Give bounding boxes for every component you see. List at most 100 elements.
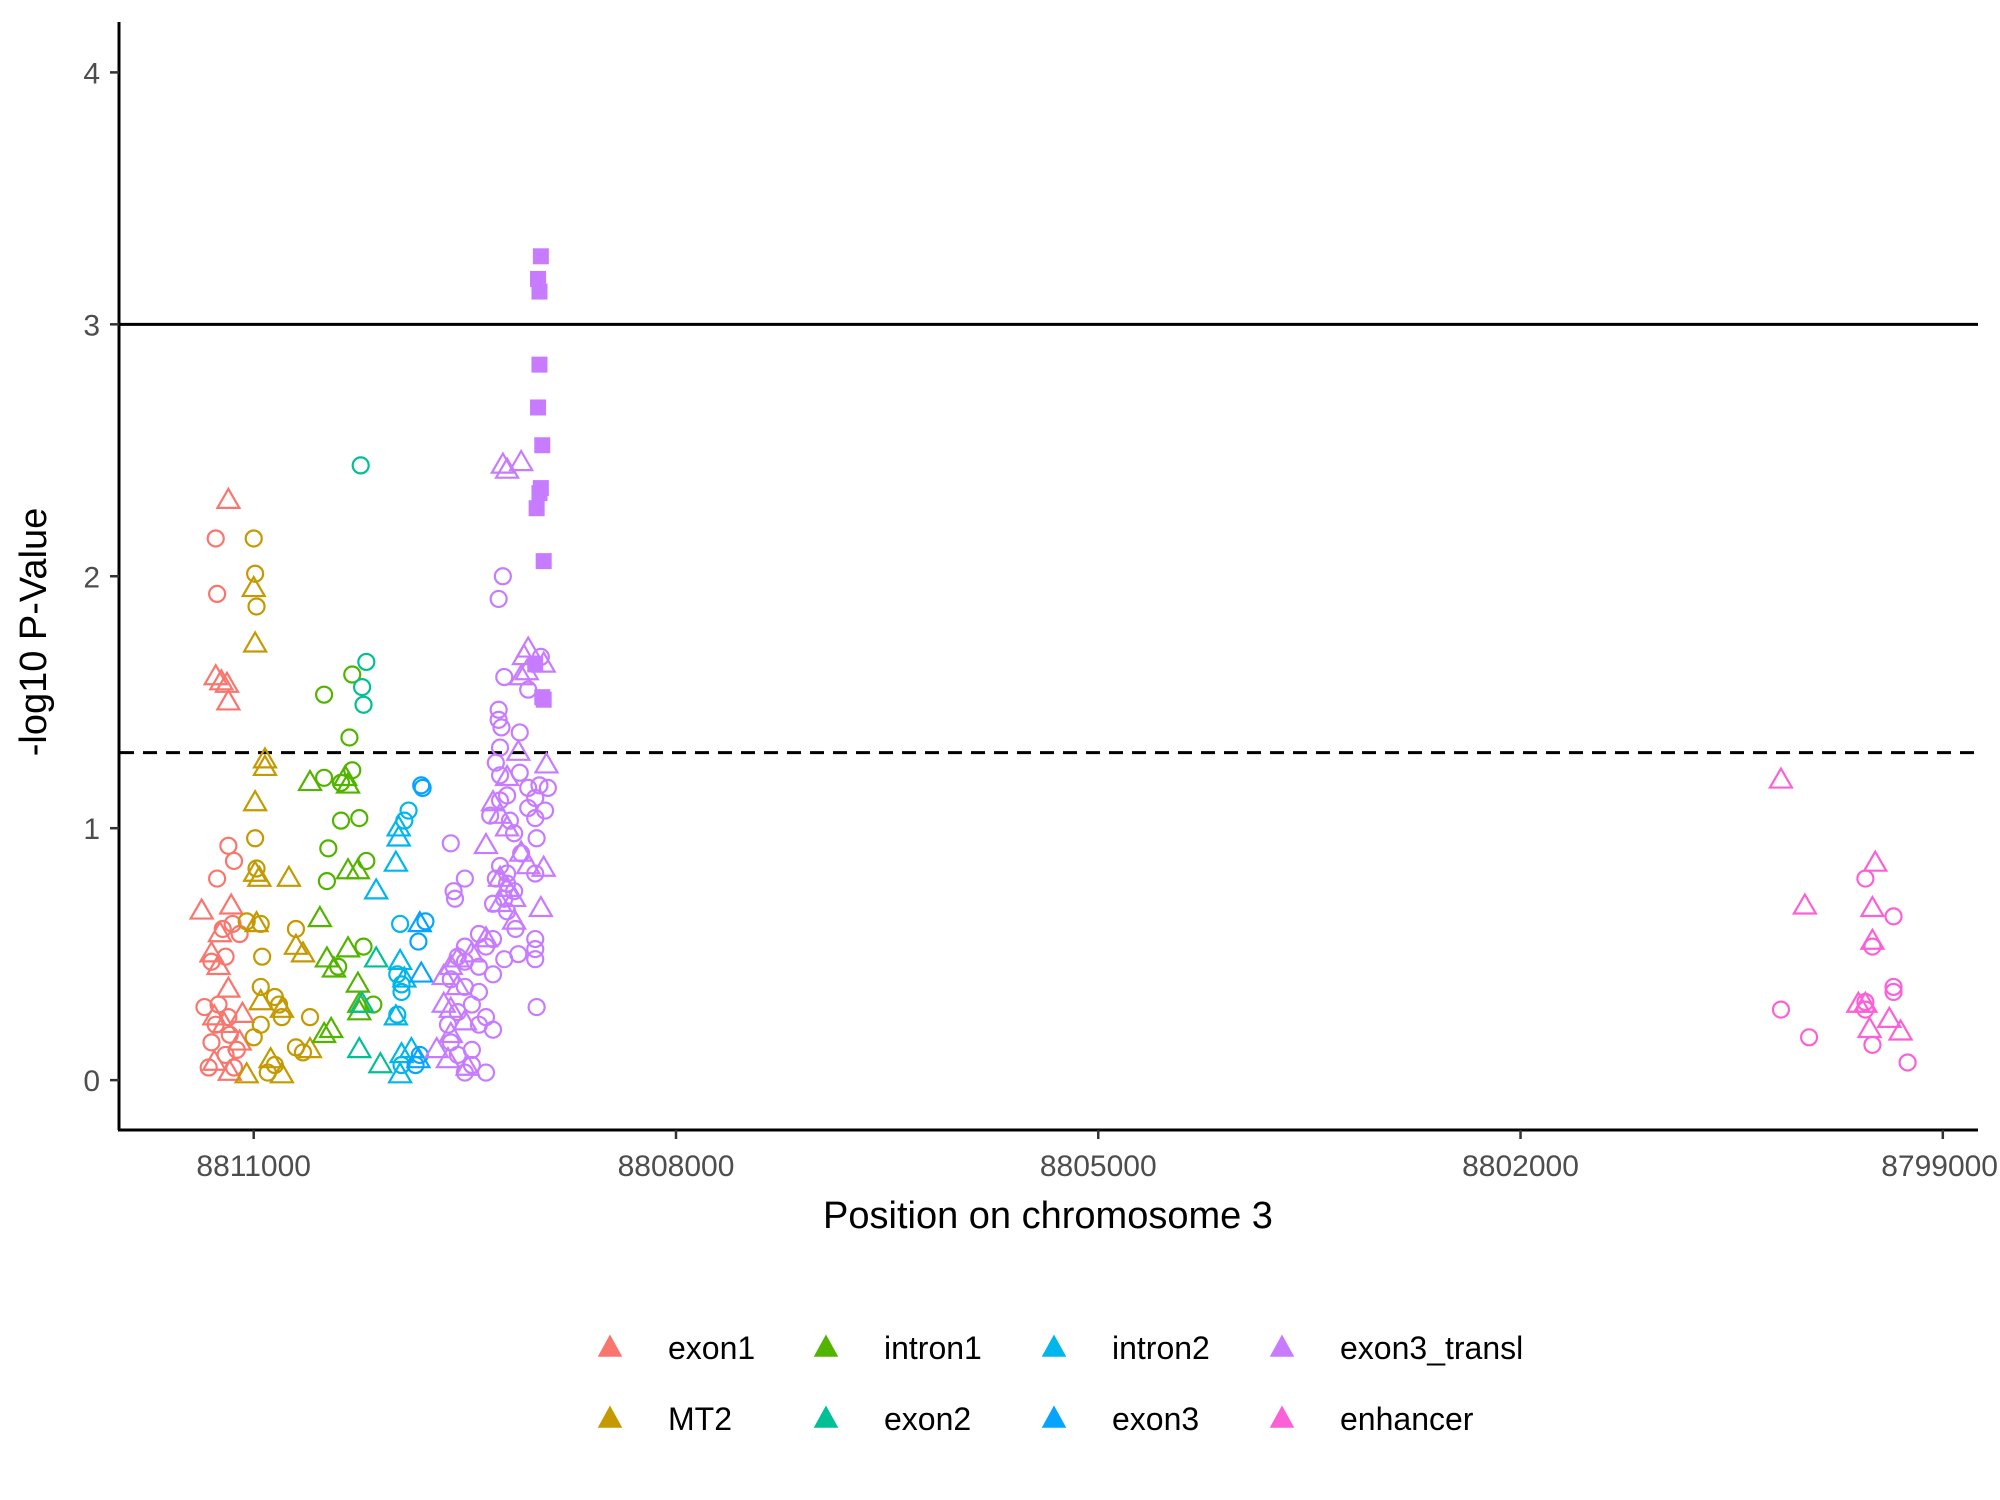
data-point bbox=[527, 894, 554, 918]
data-point bbox=[382, 1003, 409, 1026]
data-point bbox=[1768, 766, 1794, 789]
data-point bbox=[251, 977, 270, 997]
data-point bbox=[487, 801, 513, 824]
data-point bbox=[335, 771, 361, 794]
x-tick-label: 8805000 bbox=[1040, 1150, 1157, 1183]
data-point bbox=[530, 854, 557, 877]
data-point bbox=[268, 995, 295, 1018]
legend-key-triangle bbox=[813, 1405, 839, 1428]
data-point bbox=[535, 553, 552, 570]
data-point bbox=[388, 1040, 415, 1064]
data-point bbox=[344, 857, 371, 880]
data-point bbox=[311, 1020, 338, 1044]
legend-item-MT2: MT2 bbox=[597, 1401, 732, 1437]
data-point bbox=[444, 882, 463, 901]
data-point bbox=[483, 1020, 503, 1039]
data-point bbox=[413, 778, 432, 797]
data-point bbox=[224, 851, 244, 871]
data-point bbox=[510, 723, 529, 742]
data-point bbox=[388, 965, 407, 984]
data-point bbox=[220, 1025, 239, 1044]
data-point bbox=[350, 809, 369, 828]
data-point bbox=[416, 912, 435, 931]
data-point bbox=[208, 668, 235, 691]
data-point bbox=[455, 869, 474, 888]
series-intron2 bbox=[363, 801, 425, 1084]
data-point bbox=[476, 1063, 496, 1082]
data-point bbox=[490, 791, 510, 810]
x-tick-label: 8808000 bbox=[618, 1150, 735, 1183]
data-point bbox=[531, 485, 548, 502]
data-point bbox=[1884, 907, 1903, 926]
data-point bbox=[435, 1046, 461, 1069]
data-point bbox=[469, 957, 489, 976]
data-point bbox=[501, 884, 528, 908]
data-point bbox=[1799, 1028, 1819, 1047]
data-points bbox=[188, 248, 1917, 1084]
data-point bbox=[473, 925, 499, 948]
data-point bbox=[441, 834, 460, 853]
data-point bbox=[367, 1051, 394, 1074]
data-point bbox=[1856, 869, 1875, 888]
data-point bbox=[494, 763, 520, 787]
data-point bbox=[216, 1058, 243, 1081]
data-point bbox=[1884, 982, 1903, 1002]
data-point bbox=[532, 248, 549, 265]
legend-key-triangle bbox=[1041, 1405, 1067, 1428]
data-point bbox=[430, 962, 457, 986]
data-point bbox=[201, 1048, 228, 1071]
data-point bbox=[473, 831, 499, 855]
data-point bbox=[1863, 937, 1882, 956]
data-point bbox=[406, 909, 433, 933]
data-point bbox=[527, 829, 546, 848]
data-point bbox=[437, 1020, 464, 1044]
data-point bbox=[1856, 1000, 1875, 1019]
data-point bbox=[490, 766, 510, 785]
data-point bbox=[1859, 927, 1886, 950]
data-point bbox=[527, 656, 544, 673]
data-point bbox=[247, 859, 266, 878]
data-point bbox=[385, 824, 412, 847]
data-point bbox=[494, 874, 520, 897]
data-point bbox=[480, 789, 506, 812]
data-point bbox=[1884, 977, 1903, 997]
data-point bbox=[213, 919, 232, 939]
data-point bbox=[437, 952, 464, 976]
data-point bbox=[246, 564, 265, 583]
data-point bbox=[445, 889, 465, 908]
data-point bbox=[354, 695, 373, 714]
data-point bbox=[332, 763, 359, 787]
y-tick-label: 4 bbox=[83, 57, 100, 90]
data-point bbox=[501, 907, 528, 930]
data-point bbox=[497, 864, 517, 883]
data-point bbox=[405, 1046, 432, 1069]
axes bbox=[117, 22, 1978, 1132]
data-point bbox=[340, 728, 359, 747]
data-point bbox=[409, 932, 428, 951]
data-point bbox=[357, 652, 376, 672]
data-point bbox=[530, 399, 547, 416]
data-point bbox=[240, 574, 267, 598]
data-point bbox=[538, 778, 558, 797]
data-point bbox=[526, 929, 545, 949]
data-point bbox=[1845, 990, 1872, 1013]
data-point bbox=[508, 663, 535, 686]
y-axis-ticks: 0 1 2 3 4 bbox=[83, 57, 119, 1098]
data-point bbox=[489, 589, 508, 609]
data-point bbox=[493, 567, 512, 586]
data-point bbox=[218, 892, 245, 915]
data-point bbox=[391, 965, 418, 988]
data-point bbox=[349, 990, 376, 1013]
data-point bbox=[505, 824, 524, 843]
data-point bbox=[495, 667, 514, 687]
legend-item-exon1: exon1 bbox=[597, 1330, 755, 1366]
legend-key-triangle bbox=[597, 1334, 623, 1357]
data-point bbox=[331, 811, 351, 830]
data-point bbox=[198, 940, 225, 963]
legend-item-exon3: exon3 bbox=[1041, 1401, 1199, 1437]
data-point bbox=[208, 584, 227, 603]
series-exon3_transl bbox=[423, 248, 560, 1082]
data-point bbox=[526, 950, 545, 969]
data-point bbox=[207, 920, 233, 943]
